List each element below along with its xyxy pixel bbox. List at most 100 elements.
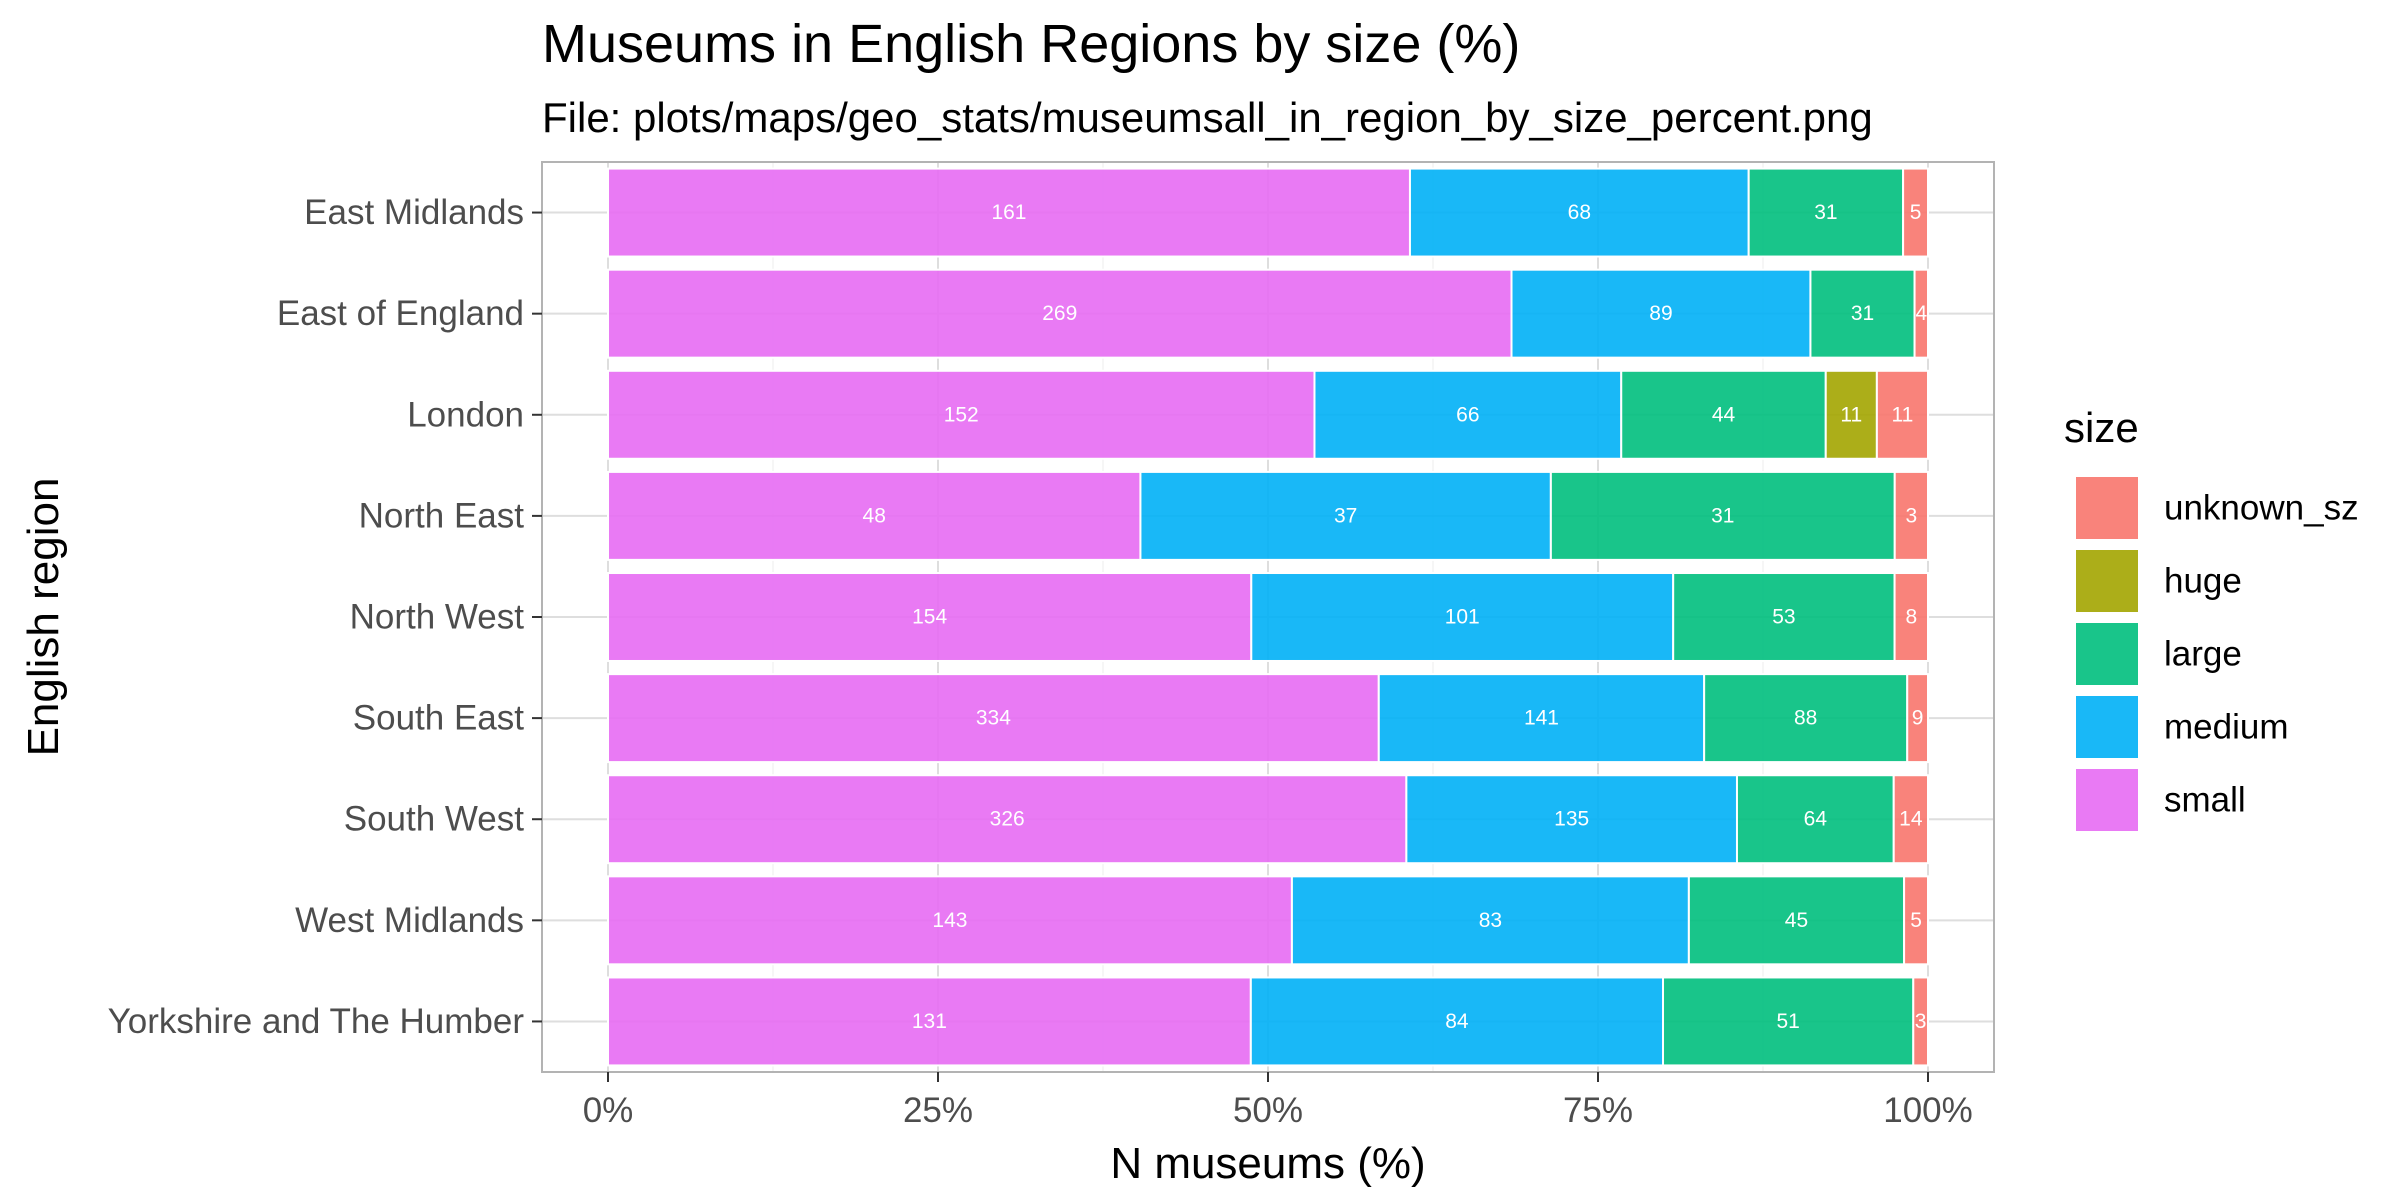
bar-label-west-midlands-unknown-sz: 5: [1910, 909, 1922, 932]
x-tick-label: 50%: [1233, 1091, 1303, 1130]
bar-north-west-medium: [1250, 572, 1675, 662]
legend-label-small: small: [2164, 781, 2246, 820]
x-axis-title: N museums (%): [1110, 1139, 1425, 1188]
legend-label-huge: huge: [2164, 562, 2242, 601]
bar-label-north-east-large: 31: [1711, 504, 1734, 527]
bar-label-east-midlands-large: 31: [1814, 201, 1837, 224]
bar-label-south-east-medium: 141: [1524, 707, 1559, 730]
bars: [607, 167, 1930, 1067]
bar-london-large: [1620, 369, 1827, 460]
bar-london-medium: [1313, 369, 1623, 460]
bar-west-midlands-unknown-sz: [1903, 875, 1929, 966]
bar-south-east-unknown-sz: [1906, 673, 1929, 764]
bar-east-midlands-large: [1747, 167, 1905, 258]
y-tick-label-east-midlands: East Midlands: [304, 193, 524, 232]
legend-label-medium: medium: [2164, 708, 2288, 747]
bar-label-west-midlands-medium: 83: [1479, 909, 1502, 932]
bar-label-east-midlands-small: 161: [991, 201, 1026, 224]
y-tick-label-south-west: South West: [344, 800, 525, 839]
x-tick-label: 100%: [1883, 1091, 1973, 1130]
bar-label-east-midlands-medium: 68: [1568, 201, 1591, 224]
bar-south-east-medium: [1377, 673, 1706, 764]
bar-label-north-east-unknown-sz: 3: [1906, 504, 1918, 527]
bar-east-midlands-small: [607, 167, 1411, 258]
bar-north-east-unknown-sz: [1893, 470, 1929, 561]
bar-east-midlands-medium: [1408, 167, 1750, 258]
legend-key-small: [2076, 769, 2138, 831]
x-tick-label: 25%: [903, 1091, 973, 1130]
bar-label-south-west-small: 326: [990, 808, 1025, 831]
legend-key-huge: [2076, 550, 2138, 612]
x-tick-label: 0%: [583, 1091, 634, 1130]
bar-london-huge: [1824, 369, 1878, 460]
legend-title: size: [2064, 404, 2139, 451]
bar-south-west-unknown-sz: [1892, 774, 1929, 865]
chart-subtitle: File: plots/maps/geo_stats/museumsall_in…: [542, 94, 1873, 141]
bar-label-east-midlands-unknown-sz: 5: [1910, 201, 1922, 224]
bar-north-east-small: [607, 470, 1142, 561]
bar-yorkshire-and-the-humber-small: [607, 976, 1252, 1067]
bar-west-midlands-medium: [1290, 875, 1690, 966]
bar-label-north-west-large: 53: [1772, 606, 1795, 629]
chart-title: Museums in English Regions by size (%): [542, 14, 1520, 74]
y-tick-label-london: London: [407, 395, 524, 434]
bar-north-west-small: [607, 572, 1253, 662]
y-tick-label-west-midlands: West Midlands: [295, 901, 524, 940]
bar-south-west-small: [607, 774, 1408, 865]
bar-label-london-small: 152: [944, 403, 979, 426]
bar-south-east-large: [1703, 673, 1909, 764]
bar-north-east-large: [1549, 470, 1896, 561]
legend-key-medium: [2076, 696, 2138, 758]
bar-label-london-unknown-sz: 11: [1892, 403, 1914, 426]
bar-label-north-west-small: 154: [912, 606, 947, 629]
legend-label-large: large: [2164, 635, 2242, 674]
bar-london-small: [607, 369, 1316, 460]
bar-yorkshire-and-the-humber-unknown-sz: [1912, 976, 1929, 1067]
legend-key-unknown-sz: [2076, 477, 2138, 539]
bar-label-yorkshire-and-the-humber-large: 51: [1776, 1010, 1799, 1033]
bar-label-east-of-england-large: 31: [1851, 302, 1874, 325]
y-tick-label-east-of-england: East of England: [277, 294, 524, 333]
bar-label-yorkshire-and-the-humber-medium: 84: [1445, 1010, 1469, 1033]
bar-east-of-england-medium: [1510, 268, 1812, 359]
x-axis: 0% 25% 50% 75% 100%: [583, 1072, 1973, 1130]
bar-label-north-east-small: 48: [863, 504, 886, 527]
bar-west-midlands-large: [1687, 875, 1906, 966]
bar-label-south-west-large: 64: [1804, 808, 1828, 831]
bar-london-unknown-sz: [1875, 369, 1930, 460]
bar-label-london-medium: 66: [1456, 403, 1479, 426]
legend-key-large: [2076, 623, 2138, 685]
bar-south-east-small: [607, 673, 1380, 764]
bar-north-west-unknown-sz: [1893, 572, 1929, 662]
legend-label-unknown-sz: unknown_sz: [2164, 489, 2359, 528]
x-tick-label: 75%: [1563, 1091, 1633, 1130]
bar-label-north-west-unknown-sz: 8: [1905, 606, 1917, 629]
bar-east-midlands-unknown-sz: [1902, 167, 1930, 258]
bar-north-east-medium: [1139, 470, 1552, 561]
bar-label-north-west-medium: 101: [1445, 606, 1480, 629]
bar-west-midlands-small: [607, 875, 1293, 966]
y-tick-label-north-west: North West: [350, 598, 525, 637]
bar-label-south-east-large: 88: [1794, 707, 1817, 730]
bar-label-south-east-unknown-sz: 9: [1912, 707, 1924, 730]
y-tick-label-north-east: North East: [359, 496, 525, 535]
bar-label-london-large: 44: [1712, 403, 1736, 426]
bar-label-west-midlands-large: 45: [1785, 909, 1808, 932]
bar-north-west-large: [1672, 572, 1896, 662]
y-tick-label-yorkshire-and-the-humber: Yorkshire and The Humber: [108, 1002, 525, 1041]
bar-label-yorkshire-and-the-humber-unknown-sz: 3: [1915, 1010, 1927, 1033]
bar-label-east-of-england-small: 269: [1042, 302, 1077, 325]
bar-label-east-of-england-unknown-sz: 4: [1915, 302, 1927, 325]
bar-label-london-huge: 11: [1840, 403, 1862, 426]
bar-label-north-east-medium: 37: [1334, 504, 1357, 527]
y-tick-label-south-east: South East: [353, 699, 524, 738]
bar-label-east-of-england-medium: 89: [1649, 302, 1672, 325]
y-axis: East Midlands East of England London North …: [108, 193, 542, 1041]
bar-label-yorkshire-and-the-humber-small: 131: [912, 1010, 947, 1033]
bar-yorkshire-and-the-humber-medium: [1249, 976, 1665, 1067]
bar-label-west-midlands-small: 143: [932, 909, 967, 932]
bar-label-south-west-unknown-sz: 14: [1899, 808, 1923, 831]
